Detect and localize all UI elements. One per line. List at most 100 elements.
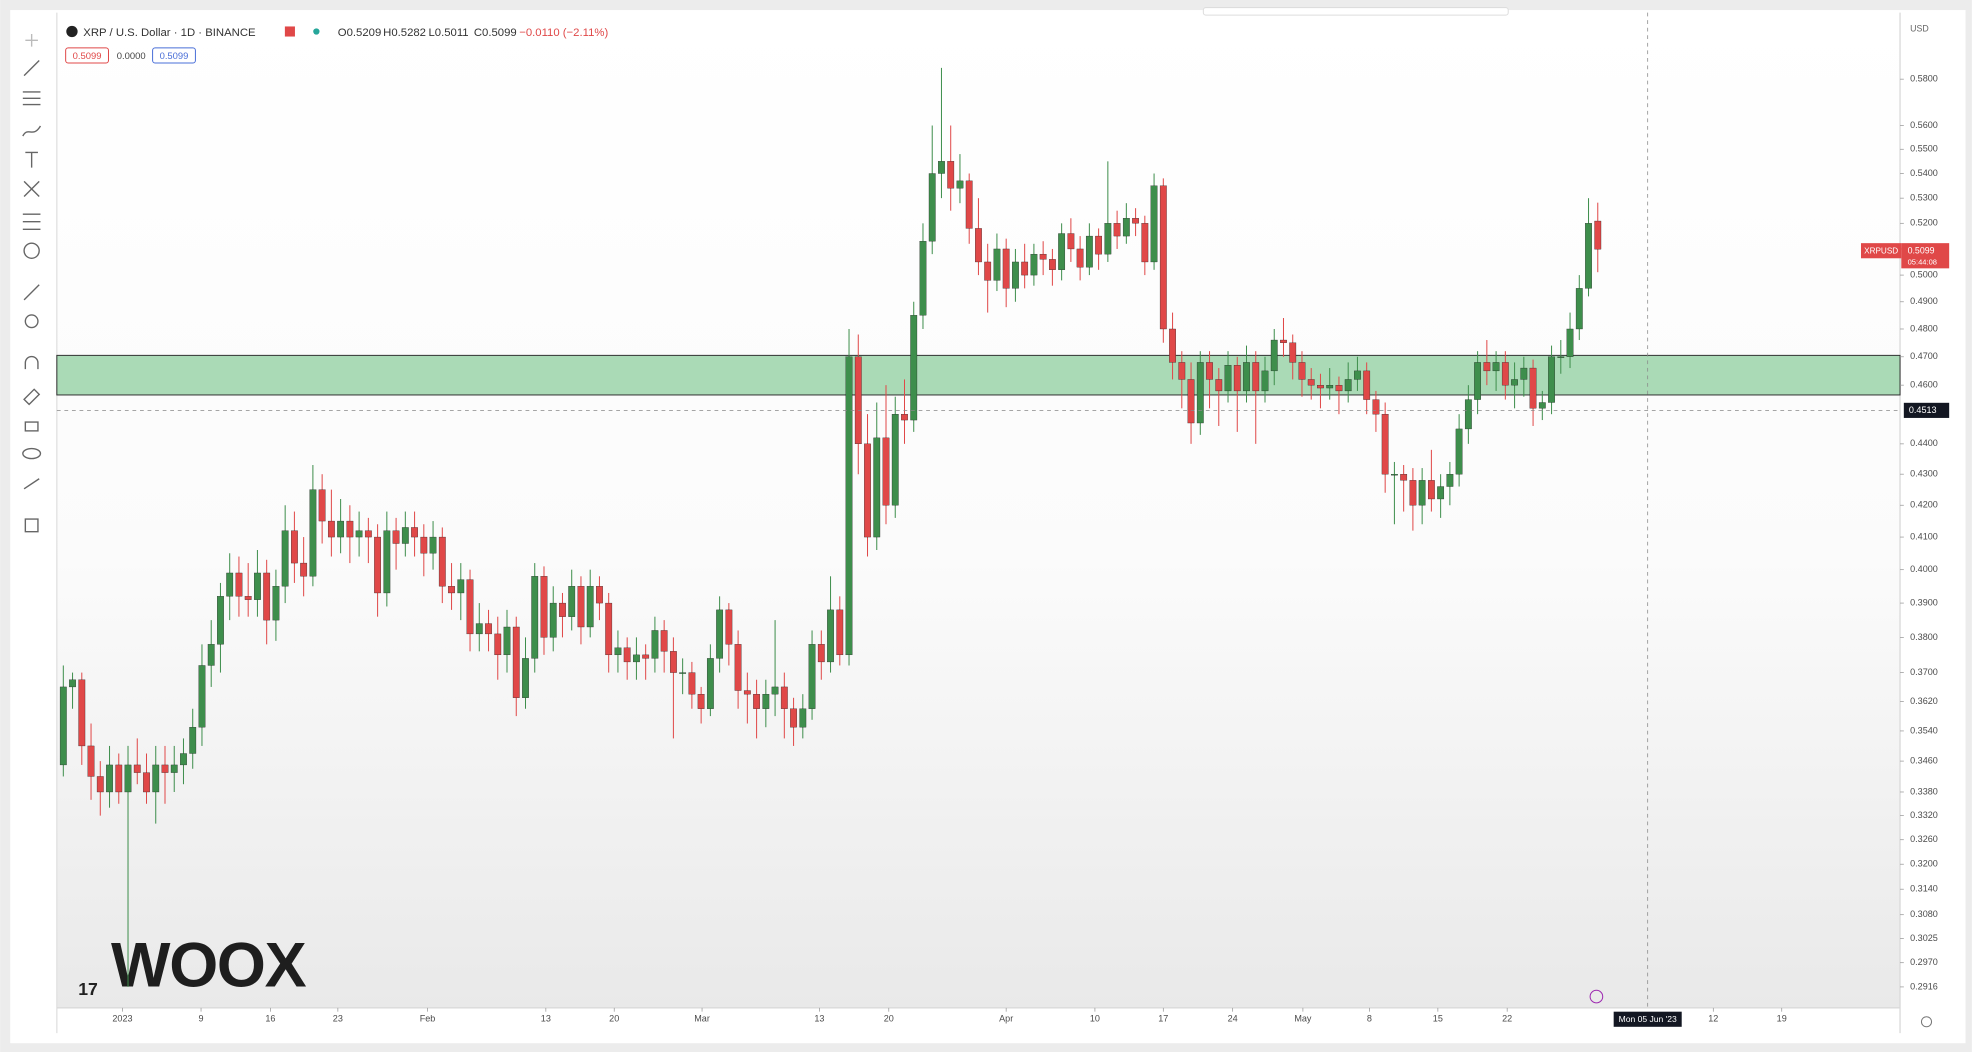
symbol-tag-text: XRPUSD — [1864, 247, 1898, 256]
x-tick-label: Feb — [420, 1014, 436, 1024]
lock-tool[interactable] — [24, 421, 39, 432]
input-box[interactable] — [152, 47, 196, 64]
candle-body — [438, 536, 446, 587]
candle-body — [531, 576, 539, 659]
candle-body — [59, 686, 67, 766]
candle-body — [1178, 362, 1186, 380]
trash-tool[interactable] — [24, 518, 39, 533]
candle-body — [512, 626, 520, 698]
candle-body — [799, 708, 807, 728]
candle-body — [1474, 362, 1481, 400]
y-tick-label: 0.4100 — [1910, 531, 1938, 541]
candle-body — [1538, 402, 1546, 409]
pattern-tool[interactable] — [23, 180, 40, 198]
candle-body — [235, 572, 243, 597]
y-tick-label: 0.4300 — [1910, 469, 1938, 479]
candle-body — [762, 694, 770, 709]
x-tick-label: 12 — [1708, 1014, 1718, 1024]
x-tick-label: 22 — [1502, 1014, 1512, 1024]
last-price: 0.5099 — [1908, 246, 1935, 256]
candle-body — [1113, 223, 1121, 237]
candle-body — [1483, 362, 1491, 372]
trend-line-tool[interactable] — [23, 59, 40, 77]
candle-body — [1243, 362, 1250, 392]
candle-body — [309, 489, 317, 577]
candle-body — [1464, 399, 1472, 430]
y-tick-label: 0.2970 — [1910, 957, 1938, 967]
x-tick-label: 20 — [884, 1014, 894, 1024]
candle-body — [1409, 480, 1417, 506]
candle-body — [115, 764, 123, 793]
candle-body — [706, 658, 714, 709]
candle-body — [1270, 339, 1278, 372]
candle-body — [1354, 370, 1361, 380]
tv-logo: 17 — [78, 979, 98, 999]
candle-body — [670, 651, 677, 673]
icon-tool[interactable] — [23, 242, 40, 259]
y-tick-label: 0.3540 — [1910, 725, 1938, 735]
candle-body — [596, 586, 603, 604]
candle-body — [318, 489, 326, 522]
candle-body — [1594, 220, 1602, 250]
candle-body — [161, 764, 169, 773]
candle-body — [170, 764, 178, 773]
candle-body — [633, 654, 640, 663]
candle-body — [716, 609, 724, 659]
settings-icon[interactable] — [1920, 1016, 1933, 1028]
y-tick-label: 0.3025 — [1910, 933, 1938, 943]
candle-body — [540, 576, 548, 638]
candle-body — [956, 180, 964, 189]
hide-tool[interactable] — [22, 447, 42, 460]
candle-body — [651, 630, 659, 659]
candle-body — [725, 609, 733, 645]
candle-body — [78, 679, 86, 747]
x-tick-label: 16 — [265, 1014, 275, 1024]
candle-body — [466, 579, 474, 635]
candle-body — [124, 764, 132, 793]
exchange-flag — [284, 26, 295, 37]
input-box[interactable] — [65, 47, 109, 64]
candle-body — [1280, 339, 1287, 343]
y-tick-label: 0.4600 — [1910, 380, 1938, 390]
candle-body — [494, 633, 502, 656]
candle-body — [928, 173, 936, 242]
symbol-title: XRP / U.S. Dollar · 1D · BINANCE — [83, 27, 256, 39]
candle-body — [1196, 362, 1204, 424]
link-tool[interactable] — [23, 478, 40, 490]
candle-body — [1039, 253, 1047, 260]
candle-body — [1492, 362, 1500, 372]
candle-body — [1058, 233, 1066, 270]
candle-body — [327, 520, 335, 538]
candle-body — [975, 228, 982, 263]
fib-tool[interactable] — [22, 91, 41, 106]
candle-body — [503, 626, 511, 656]
x-tick-label: 13 — [541, 1014, 551, 1024]
x-tick-label: 10 — [1090, 1014, 1100, 1024]
support-zone — [56, 354, 1901, 396]
stay-drawing-tool[interactable] — [23, 388, 41, 406]
currency-selector[interactable]: USD — [1910, 23, 1929, 33]
candle-body — [1381, 414, 1389, 475]
candle-body — [882, 437, 890, 506]
brush-tool[interactable] — [22, 125, 42, 137]
candle-body — [854, 356, 862, 445]
y-tick-label: 0.3320 — [1910, 810, 1938, 820]
x-tick-label: 20 — [609, 1014, 619, 1024]
candle-body — [1427, 480, 1435, 500]
crosshair-tool[interactable] — [25, 34, 38, 47]
candle-body — [291, 530, 298, 564]
text-tool[interactable] — [25, 151, 38, 168]
candle-body — [1335, 385, 1343, 392]
candle-body — [984, 261, 992, 281]
y-tick-label: 0.5500 — [1910, 144, 1938, 154]
prediction-tool[interactable] — [22, 213, 41, 230]
magnet-tool[interactable] — [24, 355, 39, 370]
event-icon[interactable] — [1589, 989, 1604, 1004]
candle-body — [1455, 428, 1463, 475]
candle-body — [1169, 328, 1176, 363]
candle-body — [152, 764, 160, 793]
candle-body — [1575, 288, 1583, 330]
zoom-tool[interactable] — [24, 314, 39, 329]
y-tick-label: 0.3200 — [1910, 859, 1938, 869]
ruler-tool[interactable] — [23, 284, 40, 301]
